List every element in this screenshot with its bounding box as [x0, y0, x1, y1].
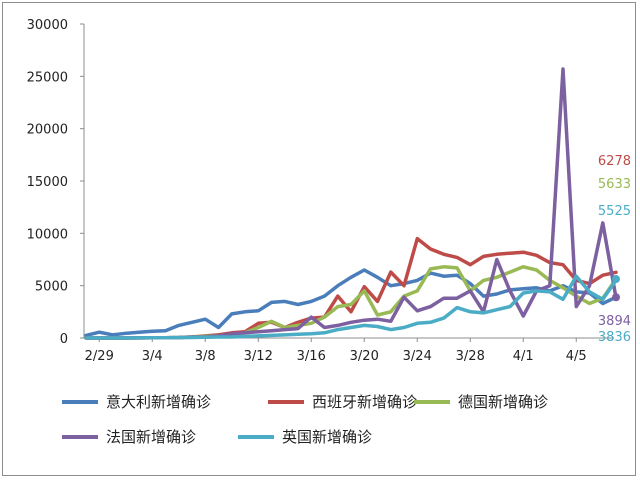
x-tick-label: 3/12	[244, 349, 273, 364]
legend-label-3: 德国新增确诊	[458, 393, 548, 411]
y-tick-label: 25000	[27, 70, 68, 85]
data-label-5525: 5525	[598, 204, 631, 219]
series-line-4	[84, 67, 618, 340]
data-label-6278: 6278	[598, 154, 631, 169]
legend-label-4: 法国新增确诊	[106, 428, 196, 446]
legend-label-1: 意大利新增确诊	[106, 393, 211, 411]
legend-label-5: 英国新增确诊	[282, 428, 372, 446]
y-tick-label: 15000	[27, 175, 68, 190]
series-line-1	[84, 268, 618, 338]
x-tick-label: 3/28	[456, 349, 485, 364]
x-tick-label: 2/29	[85, 349, 114, 364]
x-tick-label: 3/24	[403, 349, 432, 364]
end-marker-1	[612, 293, 620, 302]
data-label-3894: 3894	[598, 314, 631, 329]
series-line-5	[84, 274, 618, 340]
end-marker-2	[612, 275, 620, 284]
y-tick-label: 0	[60, 332, 68, 347]
y-tick-label: 10000	[27, 227, 68, 242]
data-label-5633: 5633	[598, 177, 631, 192]
x-tick-label: 3/16	[297, 349, 326, 364]
legend-label-2: 西班牙新增确诊	[312, 393, 417, 411]
x-tick-label: 3/8	[195, 349, 216, 364]
x-tick-label: 3/4	[142, 349, 163, 364]
x-tick-label: 4/5	[566, 349, 587, 364]
y-tick-label: 20000	[27, 123, 68, 138]
y-tick-label: 30000	[27, 18, 68, 33]
chart-frame	[2, 2, 636, 476]
data-label-3836: 3836	[598, 330, 631, 345]
x-tick-label: 3/20	[350, 349, 379, 364]
y-tick-label: 5000	[35, 280, 68, 295]
x-tick-label: 4/1	[513, 349, 534, 364]
